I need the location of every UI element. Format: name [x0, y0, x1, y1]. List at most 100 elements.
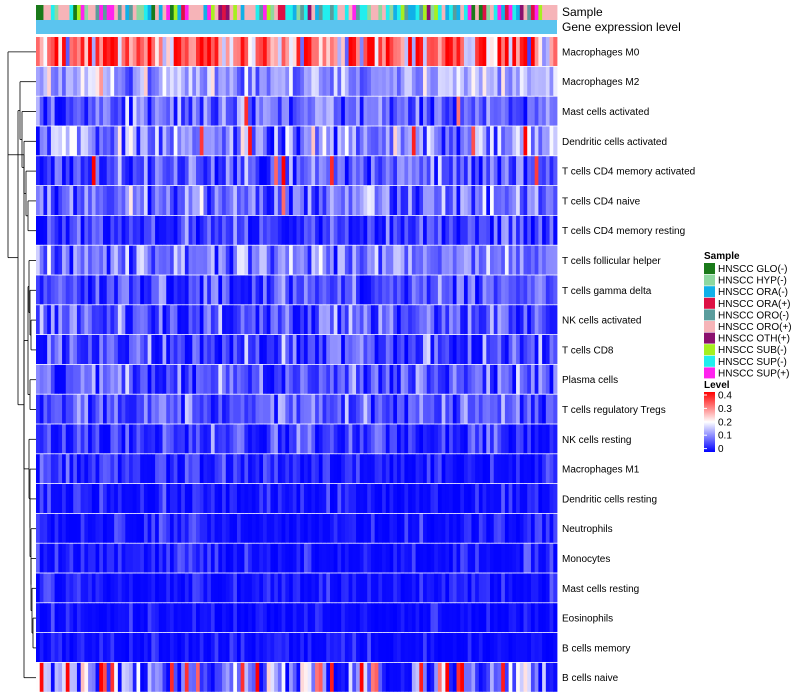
- sample-annotation-cell: [84, 5, 89, 20]
- heatmap-cell: [452, 96, 457, 126]
- heatmap-cell: [471, 215, 476, 245]
- heatmap-cell: [315, 603, 320, 633]
- row-label: Mast cells resting: [562, 584, 639, 595]
- level-tick-label: 0: [718, 444, 724, 455]
- heatmap-cell: [363, 633, 368, 662]
- heatmap-cell: [396, 245, 402, 275]
- heatmap-cell: [229, 454, 234, 484]
- heatmap-cell: [76, 335, 82, 364]
- heatmap-cell: [173, 603, 178, 633]
- heatmap-cell: [341, 513, 346, 543]
- heatmap-cell: [333, 424, 338, 454]
- heatmap-cell: [225, 156, 230, 186]
- heatmap-cell: [188, 364, 193, 394]
- heatmap-cell: [207, 66, 212, 96]
- heatmap-cell: [501, 603, 506, 633]
- heatmap-cell: [329, 245, 335, 275]
- heatmap-cell: [445, 186, 450, 215]
- heatmap-cell: [125, 603, 130, 633]
- sample-annotation-cell: [530, 5, 536, 20]
- heatmap-cell: [147, 186, 152, 215]
- row-label: T cells CD4 naive: [562, 196, 641, 207]
- heatmap-cell: [508, 37, 513, 66]
- heatmap-cell: [114, 156, 119, 186]
- heatmap-cell: [210, 96, 216, 126]
- sample-annotation-cell: [359, 5, 364, 20]
- heatmap-cell: [54, 126, 59, 156]
- heatmap-cell: [36, 484, 41, 513]
- heatmap-cell: [289, 215, 294, 245]
- heatmap-cell: [370, 394, 376, 424]
- heatmap-cell: [69, 156, 74, 186]
- heatmap-cell: [84, 335, 89, 364]
- heatmap-cell: [400, 96, 405, 126]
- sample-annotation-cell: [270, 5, 275, 20]
- heatmap-cell: [218, 186, 223, 215]
- sample-legend-swatch: [704, 367, 715, 379]
- heatmap-cell: [80, 156, 85, 186]
- heatmap-cell: [497, 96, 502, 126]
- heatmap-cell: [411, 245, 416, 275]
- heatmap-cell: [80, 186, 85, 215]
- heatmap-cell: [99, 305, 104, 335]
- heatmap-cell: [534, 245, 539, 275]
- heatmap-cell: [370, 424, 376, 454]
- heatmap-row: [36, 305, 558, 335]
- heatmap-cell: [106, 543, 111, 573]
- heatmap-cell: [400, 156, 405, 186]
- heatmap-cell: [270, 275, 275, 305]
- heatmap-cell: [110, 305, 115, 335]
- sample-annotation-cell: [504, 5, 510, 20]
- heatmap-cell: [80, 394, 85, 424]
- heatmap-cell: [69, 126, 74, 156]
- heatmap-cell: [39, 126, 44, 156]
- sample-annotation-cell: [162, 5, 167, 20]
- heatmap-cell: [266, 126, 271, 156]
- heatmap-cell: [318, 573, 323, 603]
- heatmap-cell: [393, 394, 398, 424]
- heatmap-cell: [132, 245, 137, 275]
- heatmap-cell: [426, 96, 431, 126]
- heatmap-cell: [65, 275, 70, 305]
- heatmap-cell: [54, 484, 59, 513]
- heatmap-cell: [374, 364, 379, 394]
- heatmap-cell: [54, 156, 59, 186]
- heatmap-cell: [270, 454, 275, 484]
- heatmap-cell: [54, 513, 59, 543]
- heatmap-cell: [281, 364, 286, 394]
- heatmap-cell: [39, 364, 44, 394]
- heatmap-cell: [333, 215, 338, 245]
- sample-legend: Sample HNSCC GLO(-)HNSCC HYP(-)HNSCC ORA…: [704, 251, 792, 379]
- heatmap-cell: [341, 662, 346, 692]
- heatmap-cell: [91, 484, 96, 513]
- heatmap-cell: [307, 126, 312, 156]
- heatmap-cell: [378, 305, 383, 335]
- heatmap-cell: [236, 156, 242, 186]
- heatmap-cell: [259, 573, 264, 603]
- heatmap-cell: [125, 335, 130, 364]
- heatmap-cell: [497, 662, 502, 692]
- heatmap-cell: [445, 633, 450, 662]
- heatmap-cell: [475, 543, 480, 573]
- heatmap-cell: [344, 364, 349, 394]
- heatmap-cell: [348, 126, 353, 156]
- heatmap-cell: [463, 573, 469, 603]
- heatmap-cell: [188, 454, 193, 484]
- heatmap-cell: [196, 454, 201, 484]
- sample-annotation-cell: [437, 5, 443, 20]
- heatmap-cell: [233, 245, 238, 275]
- heatmap-cell: [501, 96, 506, 126]
- heatmap-cell: [143, 335, 149, 364]
- heatmap-cell: [452, 573, 457, 603]
- heatmap-cell: [270, 305, 275, 335]
- heatmap-cell: [169, 96, 175, 126]
- heatmap-cell: [471, 156, 476, 186]
- heatmap-cell: [385, 245, 390, 275]
- heatmap-cell: [88, 513, 93, 543]
- heatmap-cell: [181, 603, 186, 633]
- sample-annotation-cell: [136, 5, 141, 20]
- heatmap-cell: [430, 454, 435, 484]
- heatmap-cell: [318, 186, 323, 215]
- heatmap-cell: [281, 335, 286, 364]
- heatmap-cell: [169, 394, 175, 424]
